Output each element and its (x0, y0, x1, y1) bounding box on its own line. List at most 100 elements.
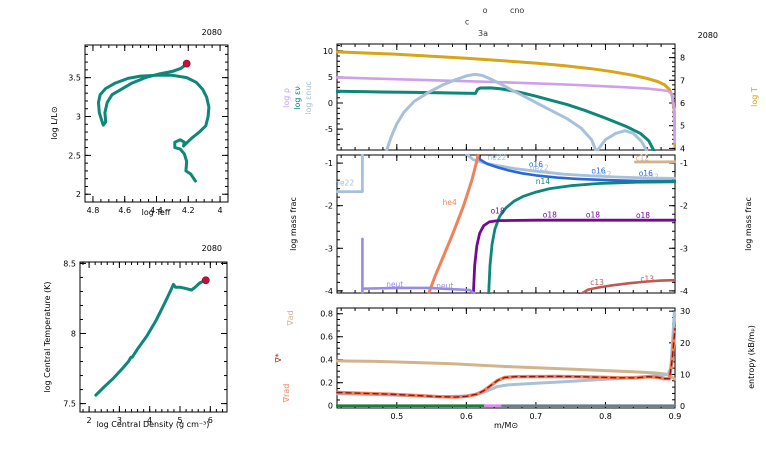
y-tick-label: -1 (680, 159, 688, 168)
neut-curve (361, 237, 477, 294)
y-axis-title: log L/L⊙ (50, 106, 59, 139)
x-tick-label: 5 (177, 416, 182, 425)
curve-label-ne22: ne22 (593, 170, 612, 179)
axes-frame (336, 43, 676, 151)
curve-label-o16: o16 (591, 166, 605, 175)
left-axis-title-1: log ρ (282, 88, 291, 108)
current-model-marker (182, 59, 191, 68)
right-axis-title: entropy (kB/mₚ) (747, 325, 756, 389)
curve-label-neut: neut (436, 281, 453, 290)
y2-tick-label: 4 (680, 144, 685, 153)
right-axis-title: log mass frac (744, 197, 753, 251)
hr-evolution-track (97, 62, 211, 183)
ne22-curve (464, 154, 676, 180)
y-tick-label: -4 (325, 287, 333, 296)
left-axis-title-1: ∇ad (286, 310, 295, 326)
left-axis-title-2: ∇* (274, 353, 283, 363)
central-trho: 2 3 4 5 6 8.5 8 7.5 2080 log Central Density (g c… (43, 244, 228, 429)
curve-label-ne22: ne22 (487, 153, 506, 162)
x-tick-label: 4.4 (150, 206, 163, 215)
x-tick-label: 4 (147, 416, 152, 425)
burn-zone-label-cno: cno (510, 6, 524, 15)
log-eps-nu-curve (336, 86, 656, 151)
c13-curve (578, 278, 676, 294)
x-tick-label: 0.8 (599, 412, 612, 421)
y2-tick-label: 5 (680, 122, 685, 131)
y-tick-label: 8.5 (63, 259, 76, 268)
y-tick-label: -5 (325, 125, 333, 134)
burn-zone-label-o: o (483, 6, 488, 15)
y-tick-label: 8 (71, 329, 76, 338)
curve-label-c13: c13 (640, 274, 654, 283)
curve-label-o18: o18 (543, 211, 557, 220)
y-tick-label: 0.2 (320, 379, 333, 388)
ne22-curve (336, 154, 364, 193)
profile-gradients: 0.5 0.6 0.7 0.8 0.9 0.8 0.6 0.4 0.2 0 30 20 10 0 m/M⊙ ∇… (274, 307, 756, 430)
x-tick-label: 0.9 (669, 412, 682, 421)
o18-curve (471, 218, 676, 294)
y-tick-label: 5 (328, 73, 333, 82)
curve-label-neut: neut (386, 280, 403, 289)
y-tick-label: 2 (76, 190, 81, 199)
model-number-stamp: 2080 (698, 31, 718, 40)
hr-diagram: 4.8 4.6 4.4 4.2 4 3.5 3 2.5 2 2080 log Teff log L/L… (50, 28, 229, 217)
burn-zone-label-c: c (465, 18, 469, 27)
burn-zone-label-3a: 3a (478, 29, 488, 38)
profile-structure: 10 5 0 -5 8 7 6 5 4 o cno c 3a 2080 log ρ log εν log εnu… (282, 6, 759, 153)
y-tick-label: 0 (328, 99, 333, 108)
curve-label-o16: o16 (639, 169, 653, 178)
grad-star-curve (336, 328, 676, 398)
y2-tick-label: 0 (680, 402, 685, 411)
x-tick-label: 0.5 (390, 412, 403, 421)
y2-tick-label: 30 (680, 307, 690, 316)
curve-label-ne22: ne22 (335, 179, 354, 188)
curve-label-n14: n14 (536, 177, 551, 186)
y-tick-label: -3 (680, 244, 688, 253)
curve-label-o16: o16 (529, 160, 543, 169)
y-tick-label: 0.8 (320, 310, 333, 319)
curve-label-ne22: ne22 (530, 164, 549, 173)
y-tick-label: 0.4 (320, 356, 333, 365)
curve-label-c12: c12 (635, 153, 649, 162)
o16-curve (476, 154, 676, 183)
trho-evolution-track (94, 278, 208, 397)
log-eps-nuc-curve (384, 72, 649, 151)
right-axis-title: log T (750, 87, 759, 107)
x-tick-label: 0.7 (530, 412, 543, 421)
y-tick-label: 2.5 (68, 151, 81, 160)
x-tick-label: 0.6 (460, 412, 473, 421)
x-tick-label: 3 (117, 416, 122, 425)
y-tick-label: 0 (328, 402, 333, 411)
curve-label-he4: he4 (443, 198, 457, 207)
y2-tick-label: 7 (680, 76, 685, 85)
n14-curve (487, 180, 676, 294)
curve-label-o18: o18 (586, 211, 600, 220)
left-axis-title-3: log εnuc (304, 81, 313, 115)
log-rho-curve (336, 76, 676, 144)
model-number-stamp: 2080 (202, 244, 222, 253)
y-tick-label: -1 (325, 159, 333, 168)
x-axis-title: m/M⊙ (494, 421, 518, 430)
y-tick-label: 3.5 (68, 74, 81, 83)
y2-tick-label: 10 (680, 370, 690, 379)
y2-tick-label: 6 (680, 99, 685, 108)
y-tick-label: 3 (76, 113, 81, 122)
left-axis-title-3: ∇rad (282, 384, 291, 404)
x-tick-label: 4 (218, 206, 223, 215)
axes-frame (336, 154, 676, 294)
curve-label-ne22: ne22 (640, 173, 659, 182)
x-tick-label: 6 (208, 416, 213, 425)
y-axis-title: log Central Temperature (K) (43, 281, 52, 392)
x-tick-label: 2 (87, 416, 92, 425)
x-tick-label: 4.2 (182, 206, 195, 215)
he4-curve (426, 154, 480, 294)
x-axis-title: log Teff (142, 208, 171, 217)
axes-frame (336, 307, 676, 409)
y2-tick-label: 8 (680, 54, 685, 63)
curve-label-o18: o18 (491, 207, 505, 216)
x-tick-label: 4.6 (118, 206, 131, 215)
model-number-stamp: 2080 (202, 28, 222, 37)
